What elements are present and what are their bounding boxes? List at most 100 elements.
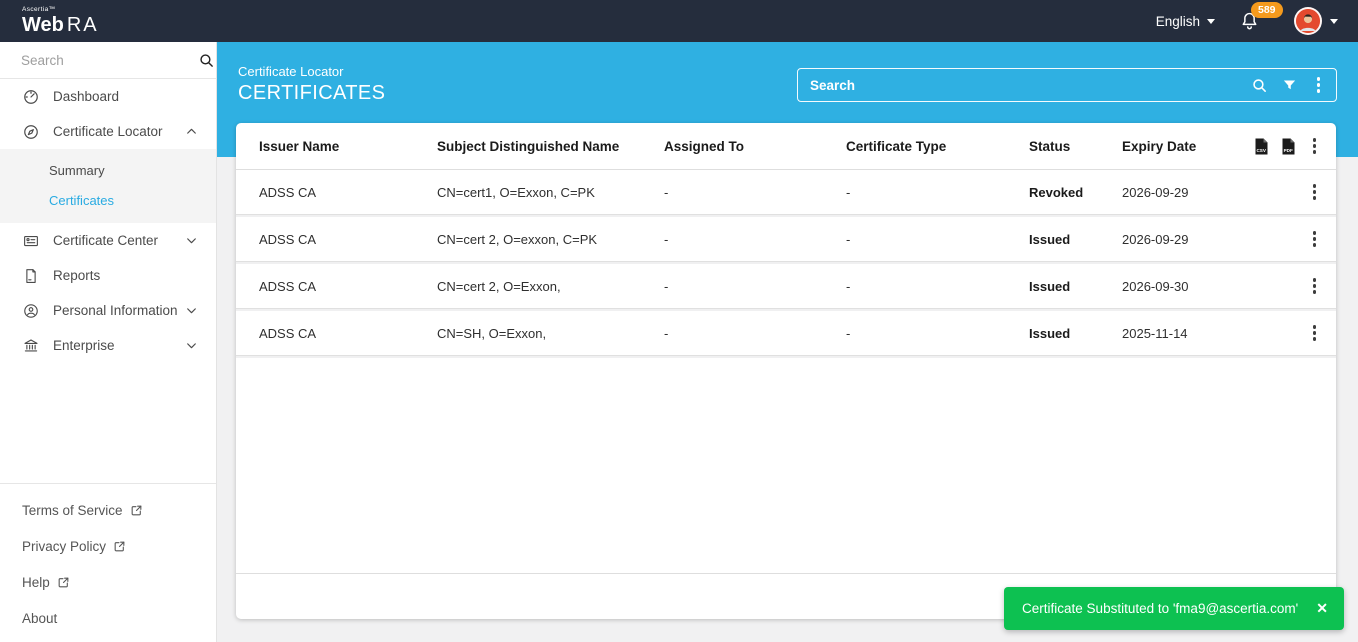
sidebar-item-reports[interactable]: Reports xyxy=(0,258,216,293)
issuer-name-cell: ADSS CA xyxy=(259,231,317,247)
sidebar-item-certificate-locator[interactable]: Certificate Locator xyxy=(0,114,216,149)
column-header: Certificate Type xyxy=(846,138,947,154)
sidebar-item-label: Personal Information xyxy=(53,303,178,318)
search-icon[interactable] xyxy=(1251,77,1268,94)
table-row[interactable]: ADSS CA CN=cert 2, O=exxon, C=PK - - Iss… xyxy=(236,217,1336,261)
avatar xyxy=(1294,7,1322,35)
table-row[interactable]: ADSS CA CN=cert 2, O=Exxon, - - Issued 2… xyxy=(236,264,1336,308)
document-icon xyxy=(22,267,40,285)
sidebar-item-label: Reports xyxy=(53,268,101,283)
footer-link-label: Privacy Policy xyxy=(22,538,107,554)
sidebar-search-input[interactable] xyxy=(21,52,198,68)
search-icon[interactable] xyxy=(198,52,215,69)
svg-text:CSV: CSV xyxy=(1256,148,1266,153)
close-icon[interactable]: ✕ xyxy=(1316,600,1328,616)
table-footer xyxy=(236,573,1336,619)
certificate-type-cell: - xyxy=(846,184,851,200)
subject-dn-cell: CN=cert 2, O=Exxon, xyxy=(437,278,561,294)
csv-export-icon[interactable]: CSV xyxy=(1253,138,1269,155)
table-search-input[interactable] xyxy=(810,77,1251,93)
svg-text:PDF: PDF xyxy=(1283,148,1292,153)
page-title: CERTIFICATES xyxy=(238,82,386,104)
table-row[interactable]: ADSS CA CN=SH, O=Exxon, - - Issued 2025-… xyxy=(236,311,1336,355)
column-header: Expiry Date xyxy=(1122,138,1197,154)
row-actions-kebab-icon[interactable] xyxy=(1307,180,1323,204)
row-actions-kebab-icon[interactable] xyxy=(1307,321,1323,345)
column-header: Subject Distinguished Name xyxy=(437,138,620,154)
assigned-to-cell: - xyxy=(664,231,669,247)
sidebar-item-label: Certificates xyxy=(49,192,115,208)
subject-dn-cell: CN=SH, O=Exxon, xyxy=(437,325,547,341)
pdf-export-icon[interactable]: PDF xyxy=(1280,138,1296,155)
status-cell: Issued xyxy=(1029,231,1071,247)
sidebar-item-enterprise[interactable]: Enterprise xyxy=(0,328,216,363)
chevron-up-icon xyxy=(185,125,198,138)
column-header: Issuer Name xyxy=(259,138,340,154)
about-link[interactable]: About xyxy=(0,600,216,636)
compass-icon xyxy=(22,123,40,141)
certificate-type-cell: - xyxy=(846,325,851,341)
table-options-kebab-icon[interactable] xyxy=(1307,134,1323,158)
issuer-name-cell: ADSS CA xyxy=(259,325,317,341)
person-circle-icon xyxy=(22,302,40,320)
sidebar-item-label: Enterprise xyxy=(53,338,115,353)
assigned-to-cell: - xyxy=(664,184,669,200)
filter-icon[interactable] xyxy=(1282,78,1297,93)
top-navbar: Ascertia™ Web RA English 589 xyxy=(0,0,1358,42)
main-content: Certificate Locator CERTIFICATES Issuer … xyxy=(217,42,1358,642)
certificates-table-card: Issuer Name Subject Distinguished Name A… xyxy=(236,123,1336,619)
status-cell: Issued xyxy=(1029,278,1071,294)
table-empty-area xyxy=(236,358,1336,573)
search-options-kebab-icon[interactable] xyxy=(1311,73,1327,97)
terms-of-service-link[interactable]: Terms of Service xyxy=(0,492,216,528)
chevron-down-icon xyxy=(1207,18,1215,24)
expiry-date-cell: 2026-09-29 xyxy=(1122,184,1189,200)
status-cell: Revoked xyxy=(1029,184,1084,200)
notifications-button[interactable]: 589 xyxy=(1239,2,1283,32)
sidebar-item-label: Certificate Center xyxy=(53,233,159,248)
user-menu[interactable] xyxy=(1294,7,1338,35)
expiry-date-cell: 2026-09-29 xyxy=(1122,231,1189,247)
bank-icon xyxy=(22,337,40,355)
sidebar-search xyxy=(0,42,216,79)
chevron-down-icon xyxy=(185,304,198,317)
external-link-icon xyxy=(130,504,143,517)
webra-logo[interactable]: Ascertia™ Web RA xyxy=(22,5,99,35)
certificate-locator-submenu: Summary Certificates xyxy=(0,149,216,223)
language-selector[interactable]: English xyxy=(1156,14,1215,29)
expiry-date-cell: 2026-09-30 xyxy=(1122,278,1189,294)
help-link[interactable]: Help xyxy=(0,564,216,600)
row-actions-kebab-icon[interactable] xyxy=(1307,227,1323,251)
sidebar-item-dashboard[interactable]: Dashboard xyxy=(0,79,216,114)
id-card-icon xyxy=(22,232,40,250)
privacy-policy-link[interactable]: Privacy Policy xyxy=(0,528,216,564)
chevron-down-icon xyxy=(185,234,198,247)
external-link-icon xyxy=(57,576,70,589)
table-body: ADSS CA CN=cert1, O=Exxon, C=PK - - Revo… xyxy=(236,170,1336,358)
table-row[interactable]: ADSS CA CN=cert1, O=Exxon, C=PK - - Revo… xyxy=(236,170,1336,214)
assigned-to-cell: - xyxy=(664,278,669,294)
language-label: English xyxy=(1155,13,1200,29)
dashboard-gauge-icon xyxy=(22,88,40,106)
status-cell: Issued xyxy=(1029,325,1071,341)
column-header: Assigned To xyxy=(664,138,745,154)
ascertia-brand-text: Ascertia™ xyxy=(22,5,56,13)
breadcrumb: Certificate Locator xyxy=(238,64,344,79)
success-toast: Certificate Substituted to 'fma9@ascerti… xyxy=(1004,587,1344,630)
issuer-name-cell: ADSS CA xyxy=(259,184,317,200)
sidebar-item-certificates[interactable]: Certificates xyxy=(0,185,216,215)
chevron-down-icon xyxy=(185,339,198,352)
sidebar-item-personal-information[interactable]: Personal Information xyxy=(0,293,216,328)
footer-link-label: Terms of Service xyxy=(22,502,123,518)
subject-dn-cell: CN=cert 2, O=exxon, C=PK xyxy=(437,231,598,247)
sidebar-item-label: Summary xyxy=(49,162,105,178)
row-actions-kebab-icon[interactable] xyxy=(1307,274,1323,298)
certificate-type-cell: - xyxy=(846,231,851,247)
column-header: Status xyxy=(1029,138,1071,154)
sidebar-item-certificate-center[interactable]: Certificate Center xyxy=(0,223,216,258)
issuer-name-cell: ADSS CA xyxy=(259,278,317,294)
sidebar-item-summary[interactable]: Summary xyxy=(0,155,216,185)
sidebar: Dashboard Certificate Locator Summary Ce… xyxy=(0,42,217,642)
expiry-date-cell: 2025-11-14 xyxy=(1122,325,1188,341)
notification-count-badge: 589 xyxy=(1251,2,1283,18)
